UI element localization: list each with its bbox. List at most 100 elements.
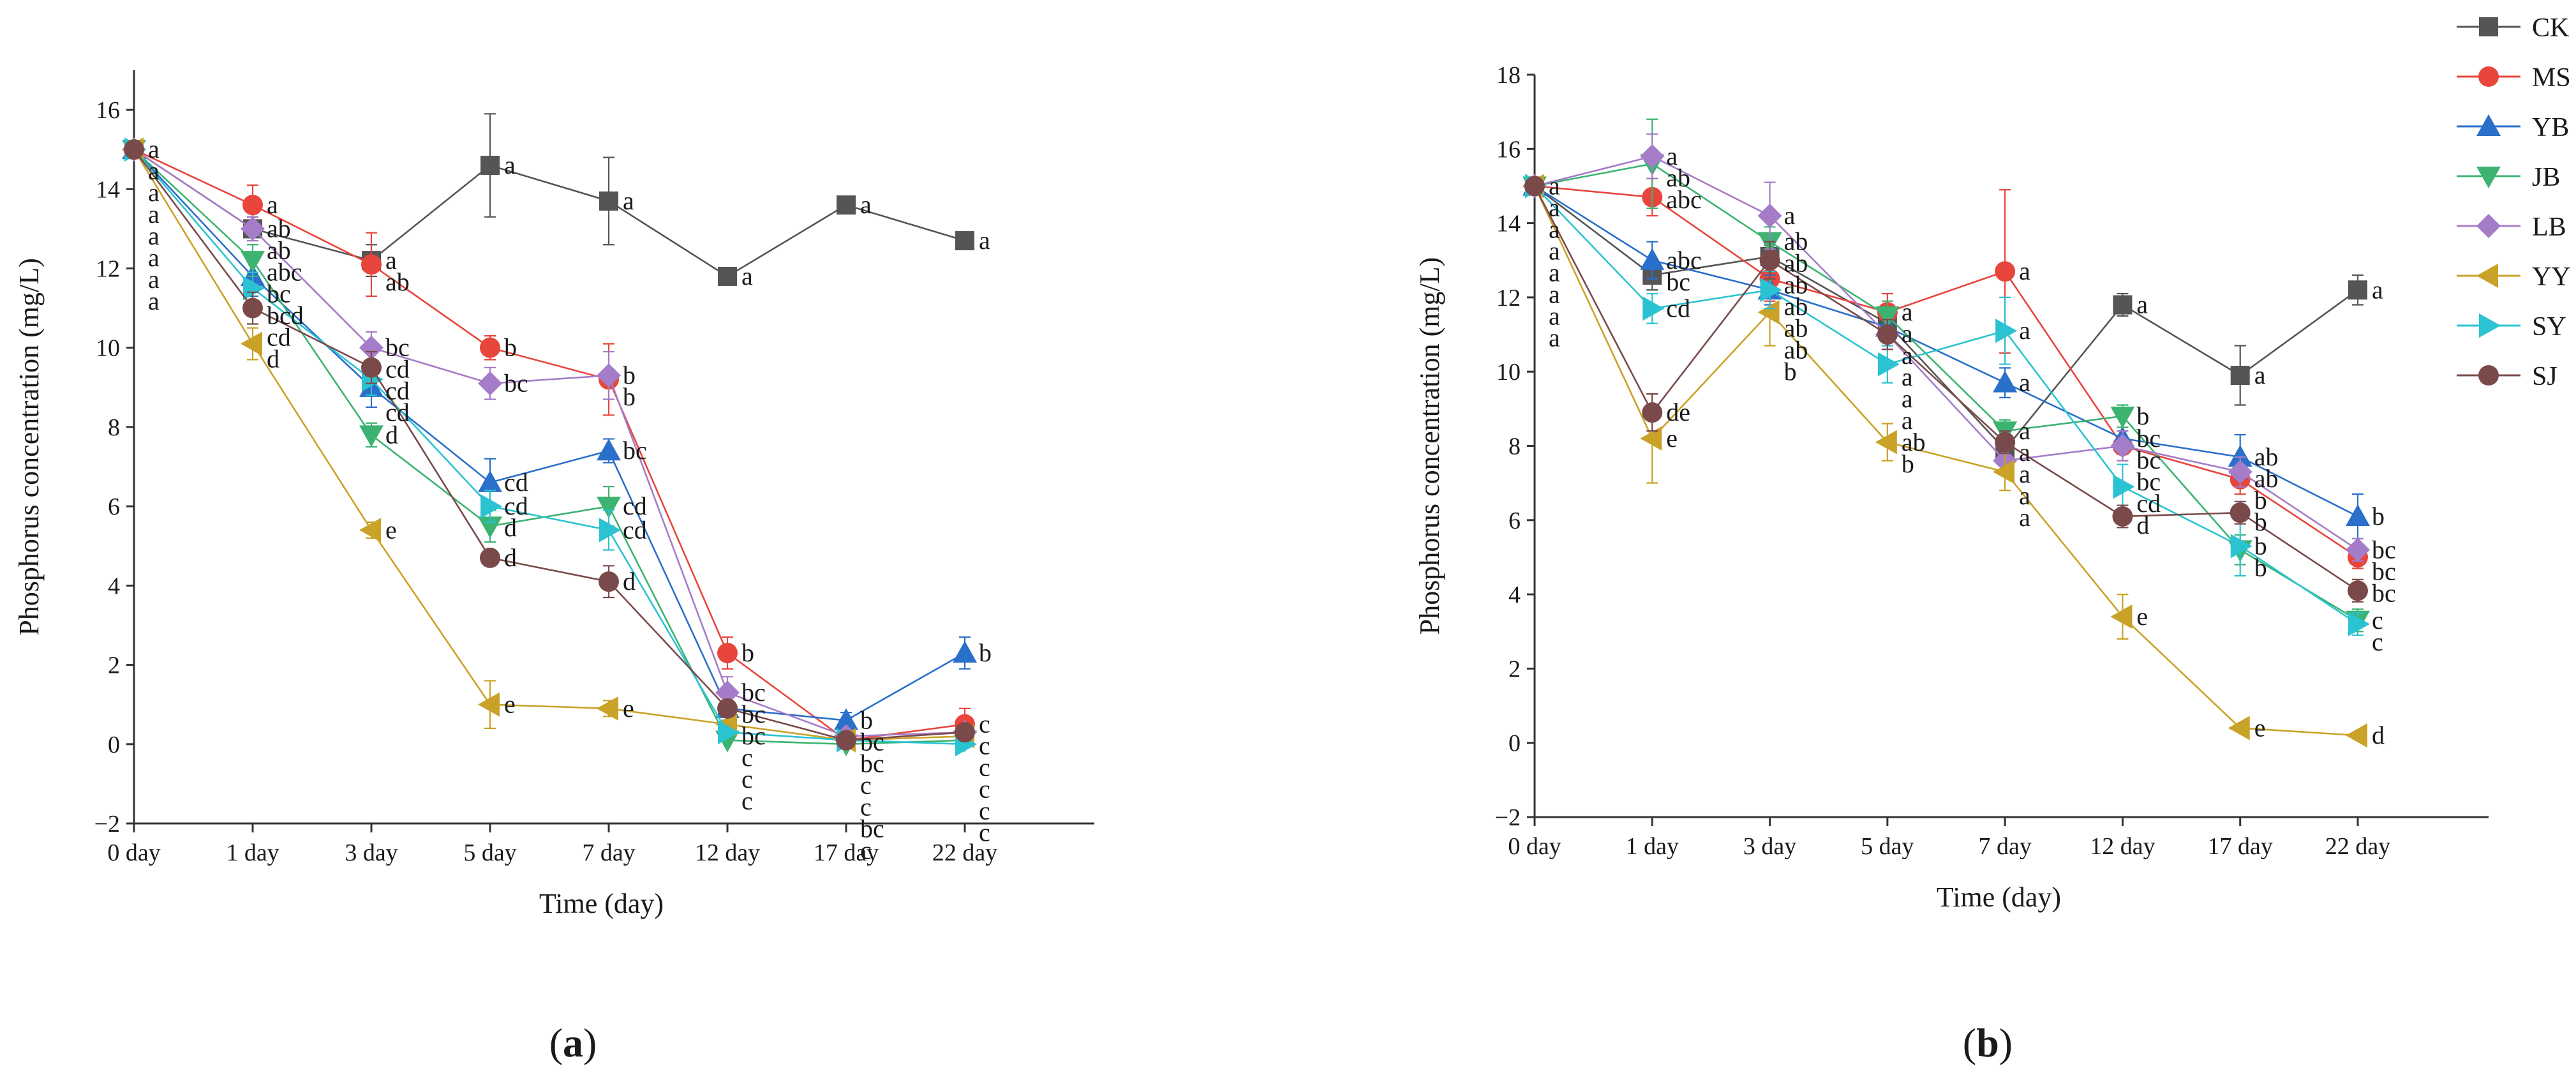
significance-label: a [2019, 368, 2030, 397]
data-point-yy [1993, 460, 2015, 485]
series-line-sj [1533, 185, 2358, 592]
data-point-jb [1875, 306, 1900, 328]
legend-label: JB [2532, 163, 2560, 192]
y-tick-label: 12 [1496, 285, 1521, 312]
significance-label: bc [2136, 424, 2161, 453]
y-tick-label: 14 [96, 176, 120, 203]
legend-marker [2476, 214, 2501, 238]
series-line-sj [133, 149, 965, 741]
significance-label: ab [1784, 227, 1808, 256]
data-point-lb [1640, 144, 1665, 169]
significance-label: c [860, 771, 872, 800]
data-point-jb [597, 497, 621, 519]
legend-marker [2476, 167, 2501, 188]
significance-label: e [2136, 602, 2148, 631]
significance-label: a [2019, 438, 2030, 467]
data-point-sj [599, 571, 619, 592]
significance-label: a [1549, 258, 1560, 287]
y-tick-label: 2 [108, 652, 120, 679]
significance-label: d [504, 513, 517, 542]
data-point-sj [480, 547, 500, 568]
significance-label: a [1902, 406, 1913, 435]
significance-label: cd [1666, 294, 1690, 322]
significance-label: bc [860, 728, 884, 756]
series-line-yy [133, 149, 965, 741]
significance-label: a [2019, 416, 2030, 445]
data-point-yy [1640, 426, 1662, 451]
significance-label: bc [2136, 446, 2161, 474]
significance-label: a [1549, 236, 1560, 265]
significance-label: b [623, 382, 636, 411]
legend-marker [2478, 66, 2499, 87]
chart-panel-b: −2 0 2 4 6 8 10 12 14 16 18 0 day 1 day 3 day 5 day 7 d… [1414, 62, 2489, 913]
x-tick-label: 5 day [463, 839, 516, 866]
data-point-ms [242, 195, 263, 216]
significance-label: a [2019, 257, 2030, 285]
data-point-yb [1993, 370, 2018, 393]
data-point-yy [2346, 723, 2367, 748]
series-line-yb [133, 149, 965, 721]
legend-marker [2478, 365, 2499, 386]
data-point-lb [1757, 203, 1782, 228]
data-point-yy [2228, 716, 2250, 740]
data-point-ck [955, 231, 974, 251]
significance-label: a [2019, 316, 2030, 345]
significance-label: c [741, 743, 753, 772]
significance-label: a [1549, 193, 1560, 222]
data-point-sy [1995, 319, 2018, 343]
legend-item-ck: CK [2457, 13, 2569, 43]
data-point-yy [597, 696, 618, 721]
y-tick-label: 4 [108, 573, 120, 599]
y-tick-label: 8 [108, 414, 120, 441]
significance-label: ab [1784, 271, 1808, 299]
legend: CK MS YB JB LB YY SY SJ [2457, 13, 2571, 391]
significance-label: cd [623, 515, 647, 544]
data-point-yy [241, 331, 262, 356]
significance-label: b [2254, 507, 2267, 536]
significance-label: bc [504, 369, 528, 398]
x-tick-label: 17 day [814, 839, 879, 866]
data-point-sy [718, 720, 740, 745]
data-point-yb [834, 708, 858, 730]
significance-label: a [1549, 301, 1560, 330]
significance-label: c [860, 793, 872, 822]
data-point-sy [243, 276, 265, 301]
significance-label: a [148, 200, 160, 229]
data-point-lb [2228, 460, 2252, 485]
legend-label: SY [2532, 312, 2566, 342]
data-point-yy [1875, 430, 1897, 455]
x-tick-label: 12 day [2090, 833, 2155, 860]
significance-label: c [2372, 606, 2383, 635]
y-axis-title: Phosphorus concentration (mg/L) [1414, 257, 1445, 635]
data-point-jb [359, 425, 383, 447]
significance-label: a [504, 151, 516, 179]
significance-label: b [2254, 486, 2267, 515]
x-tick-label: 3 day [345, 839, 398, 866]
data-point-lb [597, 363, 621, 388]
significance-label: b [2254, 553, 2267, 582]
significance-label: a [267, 190, 278, 219]
significance-label: ab [1784, 336, 1808, 364]
data-point-lb [478, 371, 502, 396]
significance-label: a [860, 190, 872, 219]
series-line-lb [1534, 155, 2358, 551]
significance-label: a [2372, 275, 2383, 304]
significance-label: cd [385, 398, 410, 427]
legend-label: SJ [2532, 362, 2557, 391]
data-point-sj [1759, 250, 1780, 271]
significance-label: a [1549, 323, 1560, 352]
data-point-sj [1524, 176, 1545, 197]
legend-marker [2476, 264, 2498, 288]
significance-label: c [979, 732, 990, 760]
x-tick-label: 0 day [1508, 833, 1561, 860]
significance-label: c [741, 765, 753, 793]
data-point-sj [361, 357, 382, 378]
significance-label: e [504, 690, 516, 719]
data-point-sj [1877, 324, 1898, 345]
series-sy [1525, 174, 2370, 636]
y-tick-label: 0 [108, 732, 120, 758]
data-point-jb [478, 516, 502, 539]
significance-label: c [979, 775, 990, 804]
significance-label: a [1549, 280, 1560, 308]
significance-label: cd [385, 377, 410, 405]
